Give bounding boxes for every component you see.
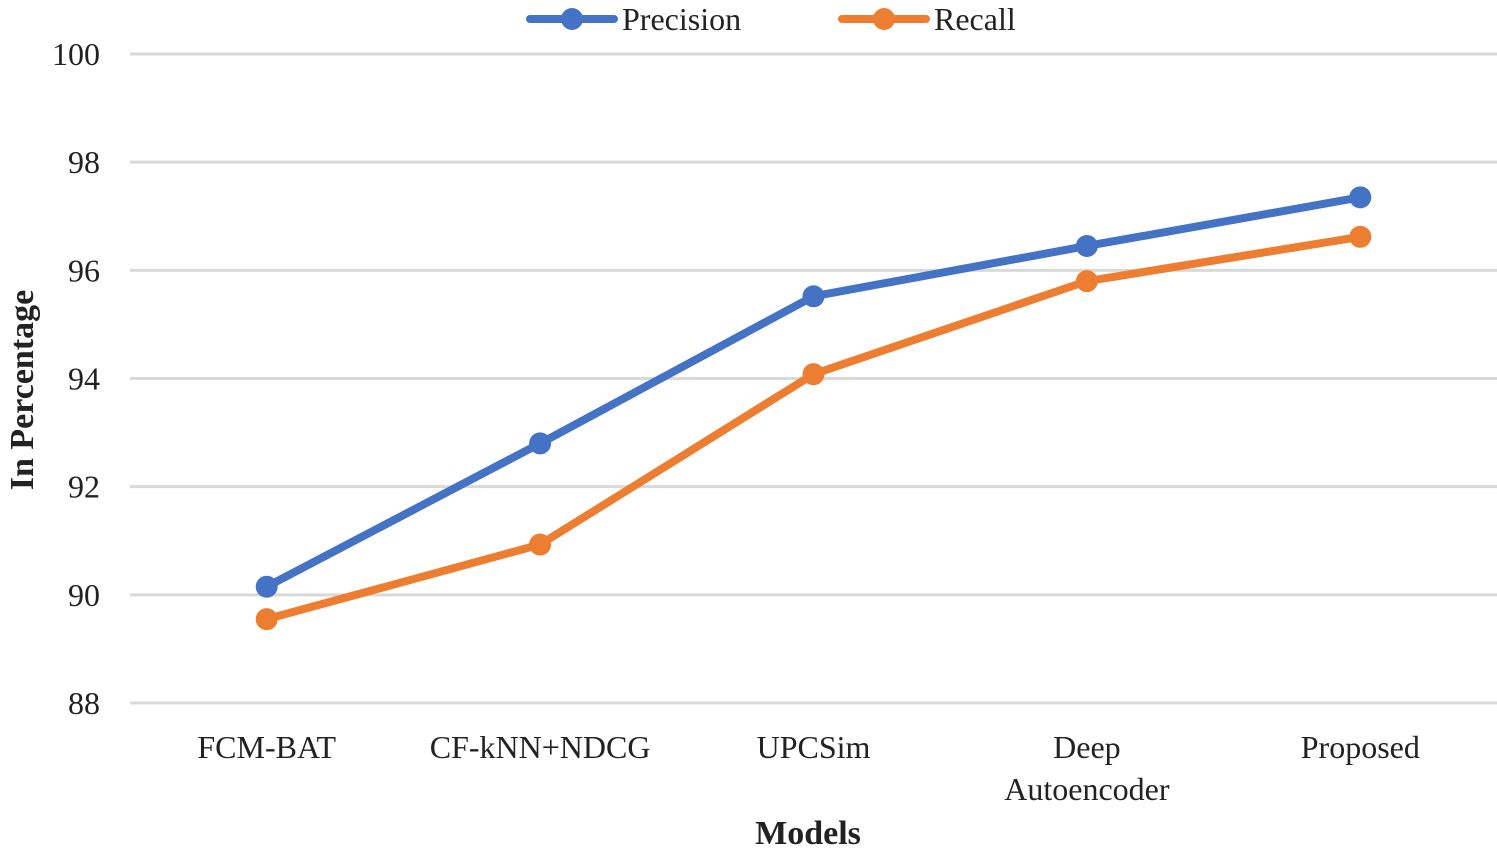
legend-item-recall: Recall xyxy=(838,1,1016,37)
legend-item-precision: Precision xyxy=(526,1,741,37)
legend-marker-precision xyxy=(561,8,583,30)
y-axis-tick-labels: 88 90 92 94 96 98 100 xyxy=(52,36,100,721)
data-point-precision-3 xyxy=(1075,234,1098,257)
series-line-precision xyxy=(262,193,1365,591)
y-tick-label-100: 100 xyxy=(52,36,100,72)
y-tick-label-92: 92 xyxy=(68,469,100,505)
data-point-recall-0 xyxy=(255,608,278,631)
x-axis-category-labels: FCM-BAT CF-kNN+NDCG UPCSim Deep Autoencoder P… xyxy=(197,729,1420,807)
data-point-precision-2 xyxy=(802,285,825,308)
data-point-recall-3 xyxy=(1075,270,1098,293)
y-axis-title: In Percentage xyxy=(4,290,41,490)
legend-label-precision: Precision xyxy=(622,1,741,37)
legend-label-recall: Recall xyxy=(934,1,1016,37)
x-tick-label-0: FCM-BAT xyxy=(197,729,336,765)
y-tick-label-88: 88 xyxy=(68,685,100,721)
x-tick-label-1: CF-kNN+NDCG xyxy=(430,729,651,765)
y-tick-label-96: 96 xyxy=(68,252,100,288)
data-point-recall-1 xyxy=(529,533,552,556)
data-point-recall-2 xyxy=(802,363,825,386)
x-axis-title: Models xyxy=(755,815,861,852)
series-layer xyxy=(255,186,1372,631)
data-point-recall-4 xyxy=(1349,225,1372,248)
data-point-precision-4 xyxy=(1349,186,1372,209)
series-recall xyxy=(255,225,1372,631)
data-point-precision-1 xyxy=(529,432,552,455)
legend: Precision Recall xyxy=(526,1,1016,37)
series-precision xyxy=(255,186,1372,598)
y-tick-label-94: 94 xyxy=(68,361,100,397)
x-tick-label-2: UPCSim xyxy=(757,729,871,765)
data-point-precision-0 xyxy=(255,575,278,598)
legend-marker-recall xyxy=(873,8,895,30)
y-tick-label-90: 90 xyxy=(68,577,100,613)
y-tick-label-98: 98 xyxy=(68,144,100,180)
x-tick-label-4: Proposed xyxy=(1301,729,1420,765)
x-tick-label-3: Deep Autoencoder xyxy=(1004,729,1170,807)
